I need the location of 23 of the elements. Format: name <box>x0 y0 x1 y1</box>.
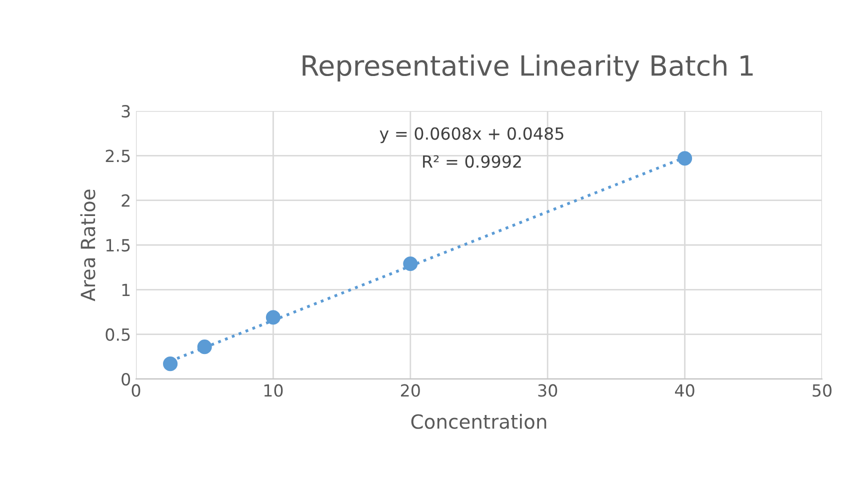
x-tick-label: 30 <box>538 384 558 397</box>
point <box>266 310 280 325</box>
point <box>403 256 418 272</box>
x-tick-label: 50 <box>812 384 832 397</box>
y-tick-label: 2.5 <box>106 150 130 162</box>
y-tick-label: 0.5 <box>106 328 130 341</box>
x-axis-title: Concentration <box>411 414 546 429</box>
point <box>163 356 178 372</box>
point <box>678 151 692 166</box>
x-tick-label: 10 <box>264 384 283 397</box>
x-tick-label: 0 <box>132 384 140 397</box>
y-axis-title: Area Ratioe <box>80 190 96 302</box>
y-tick-label: 0 <box>122 372 130 386</box>
y-tick-label: 3 <box>122 104 130 118</box>
annotation: y = 0.0608x + 0.0485 <box>380 127 564 144</box>
chart-title: Representative Linearity Batch 1 <box>302 54 753 82</box>
y-tick-label: 1 <box>122 284 130 296</box>
x-tick-label: 40 <box>675 384 694 397</box>
x-tick-label: 20 <box>401 384 420 397</box>
point <box>197 340 212 354</box>
annotation: R² = 0.9992 <box>423 155 521 168</box>
y-tick-label: 1.5 <box>106 239 130 252</box>
y-tick-label: 2 <box>122 194 130 207</box>
